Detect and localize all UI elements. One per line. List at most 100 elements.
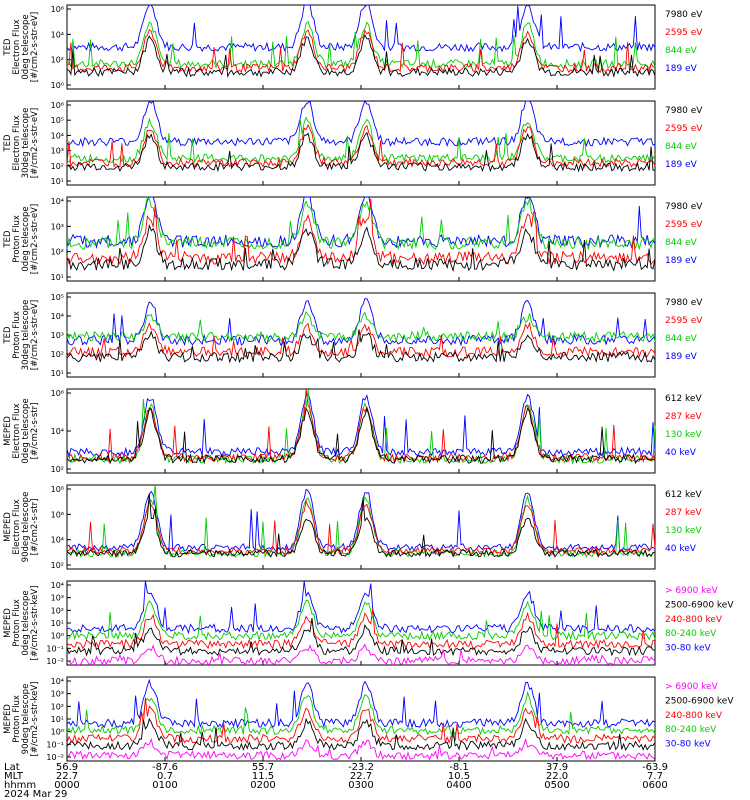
y-axis-label-line: Proton Flux <box>12 599 22 647</box>
legend-label: 80-240 keV <box>665 629 717 639</box>
x-tick-label-time: 0100 <box>152 780 177 791</box>
y-tick-label: 10² <box>51 465 64 474</box>
y-axis-label-line: Proton Flux <box>12 215 22 263</box>
x-tick-label-lat: -87.6 <box>152 762 178 773</box>
y-tick-label: 10¹ <box>51 273 64 282</box>
y-axis-label-line: MEPED <box>3 416 13 446</box>
y-axis-label-line: TED <box>3 326 13 345</box>
legend-label: 844 eV <box>665 238 698 248</box>
x-tick-label-mlt: 7.7 <box>647 771 663 782</box>
legend-label: 287 keV <box>665 412 702 422</box>
series-line <box>66 599 656 642</box>
y-tick-label: 10⁻¹ <box>46 740 64 749</box>
legend-label: 7980 eV <box>665 202 703 212</box>
axis-row-label-hhmm: hhmm <box>4 780 36 791</box>
y-axis-label-line: Proton Flux <box>12 311 22 359</box>
legend-label: 189 eV <box>665 64 698 74</box>
y-axis-label-line: 0deg telescope <box>21 590 31 655</box>
y-tick-label: 10⁴ <box>51 581 64 590</box>
y-axis-label-line: [#/cm2-s-str] <box>30 403 40 460</box>
y-tick-label: 10⁴ <box>51 427 64 436</box>
panel-1: 10⁶ 10⁴ 10² 10⁰ TED Electron Flux 0deg telesco… <box>3 4 703 90</box>
y-tick-label: 10⁰ <box>51 81 64 90</box>
legend-label: 130 keV <box>665 430 702 440</box>
y-axis-label-line: Electron Flux <box>12 115 22 170</box>
axis-date-label: 2024 Mar 29 <box>4 789 67 800</box>
axis-row-label-mlt: MLT <box>4 771 24 782</box>
y-axis-label-line: Electron Flux <box>12 19 22 74</box>
y-tick-label: 10³ <box>51 147 64 156</box>
x-tick-label-lat: 55.7 <box>252 762 274 773</box>
y-axis-label-line: TED <box>3 134 13 153</box>
panel-6: 10⁸ 10⁶ 10⁴ 10² MEPED Electron Flux 90deg tele… <box>3 484 702 570</box>
y-axis-label-line: [#/cm2-s-str] <box>30 499 40 556</box>
y-axis-label-line: 30deg telescope <box>21 300 31 371</box>
series-line <box>66 29 656 74</box>
legend-label: 2595 eV <box>665 316 703 326</box>
legend-label: 189 eV <box>665 160 698 170</box>
x-tick-label-time: 0600 <box>642 780 667 791</box>
x-tick-label-mlt: 22.0 <box>546 771 568 782</box>
legend-label: 2500-6900 keV <box>665 600 734 610</box>
legend-label: 612 keV <box>665 394 702 404</box>
legend-label: 2595 eV <box>665 28 703 38</box>
panel-5: 10⁶ 10⁴ 10² MEPED Electron Flux 0deg telescop… <box>3 388 702 474</box>
x-tick-label-lat: 56.9 <box>56 762 78 773</box>
legend-label: 240-800 keV <box>665 711 723 721</box>
panel-2: 10⁶ 10⁵ 10⁴ 10³ 10² 10¹ TED Electron Flux 30deg … <box>3 100 703 186</box>
legend-label: 189 eV <box>665 352 698 362</box>
y-tick-label: 10⁵ <box>51 293 64 302</box>
y-axis-label-line: Electron Flux <box>12 499 22 554</box>
y-tick-label: 10⁰ <box>51 728 64 737</box>
y-tick-label: 10² <box>51 702 64 711</box>
panel-4: 10⁵ 10⁴ 10³ 10² 10¹ TED Proton Flux 30deg teles… <box>3 292 703 378</box>
y-axis-label-line: [#/cm2-s-str-keV] <box>30 586 40 661</box>
x-tick-label-time: 0500 <box>544 780 569 791</box>
legend-label: 80-240 keV <box>665 725 717 735</box>
y-axis-label-line: 90deg telescope <box>21 684 31 755</box>
series-line <box>66 737 656 761</box>
y-tick-label: 10¹ <box>51 619 64 628</box>
y-axis-label-line: MEPED <box>3 512 13 542</box>
y-tick-label: 10⁴ <box>51 536 64 545</box>
y-tick-label: 10⁶ <box>51 5 64 14</box>
y-axis-label-line: [#/cm2-s-str-eV] <box>30 12 40 82</box>
series-line <box>66 131 656 173</box>
x-tick-label-time: 0400 <box>446 780 471 791</box>
legend-label: 240-800 keV <box>665 615 723 625</box>
legend-label: 612 keV <box>665 490 702 500</box>
series-line <box>66 499 656 557</box>
y-tick-label: 10³ <box>51 222 64 231</box>
y-tick-label: 10⁴ <box>51 677 64 686</box>
x-tick-label-time: 0300 <box>348 780 373 791</box>
series-line <box>66 329 656 364</box>
legend-label: 7980 eV <box>665 106 703 116</box>
series-line <box>66 4 656 53</box>
x-tick-label-lat: -23.2 <box>348 762 374 773</box>
y-tick-label: 10⁴ <box>51 312 64 321</box>
y-tick-label: 10¹ <box>51 177 64 186</box>
series-line <box>66 717 656 751</box>
series-line <box>66 406 656 465</box>
series-line <box>66 198 656 266</box>
legend-label: > 6900 keV <box>665 682 719 692</box>
y-tick-label: 10² <box>51 561 64 570</box>
series-line <box>66 493 656 559</box>
y-tick-label: 10³ <box>51 331 64 340</box>
legend-label: 2595 eV <box>665 124 703 134</box>
axis-row-label-lat: Lat <box>4 762 20 773</box>
y-tick-label: 10² <box>51 162 64 171</box>
y-tick-label: 10⁰ <box>51 632 64 641</box>
panel-3: 10⁴ 10³ 10² 10¹ TED Proton Flux 0deg telescope… <box>3 196 703 282</box>
x-tick-label-mlt: 0.7 <box>157 771 173 782</box>
y-tick-label: 10⁴ <box>51 30 64 39</box>
legend-label: 287 keV <box>665 508 702 518</box>
legend-label: 30-80 keV <box>665 740 711 750</box>
y-tick-label: 10¹ <box>51 369 64 378</box>
series-line <box>66 678 656 730</box>
x-tick-label-mlt: 22.7 <box>350 771 372 782</box>
y-tick-label: 10⁸ <box>51 485 64 494</box>
legend-label: 844 eV <box>665 334 698 344</box>
y-axis-label-line: 0deg telescope <box>21 14 31 79</box>
